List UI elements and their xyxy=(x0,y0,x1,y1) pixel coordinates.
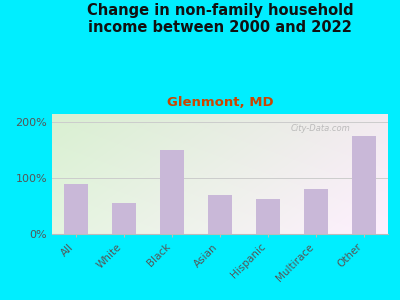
Bar xyxy=(256,199,280,234)
Bar xyxy=(304,189,328,234)
Bar xyxy=(352,136,376,234)
Text: Glenmont, MD: Glenmont, MD xyxy=(167,96,273,109)
Text: City-Data.com: City-Data.com xyxy=(290,124,350,133)
Bar xyxy=(208,195,232,234)
Text: Change in non-family household
income between 2000 and 2022: Change in non-family household income be… xyxy=(87,3,353,35)
Bar xyxy=(112,203,136,234)
Bar xyxy=(160,150,184,234)
Bar xyxy=(64,184,88,234)
